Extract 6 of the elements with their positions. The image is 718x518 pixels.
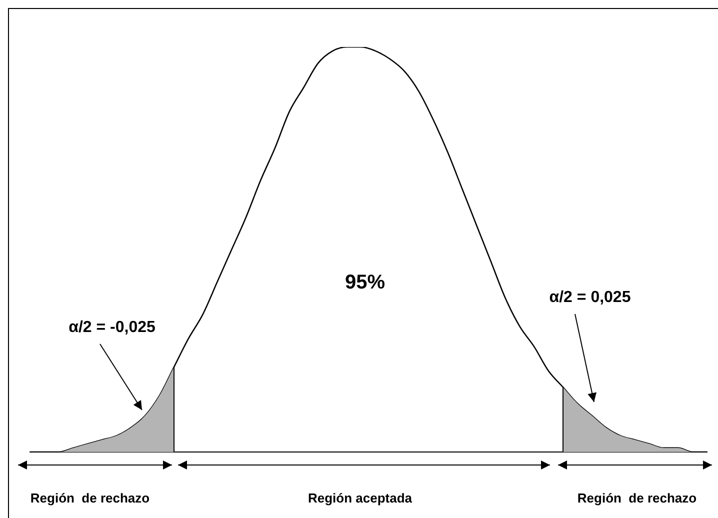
annotation: 95% [344,272,386,294]
annotation: α/2 = 0,025 [549,289,631,307]
text: Región de rechazo [577,490,697,506]
text: Región de rechazo [30,490,150,506]
text: Región aceptada [308,490,412,506]
annotation: α/2 = -0,025 [68,319,156,337]
